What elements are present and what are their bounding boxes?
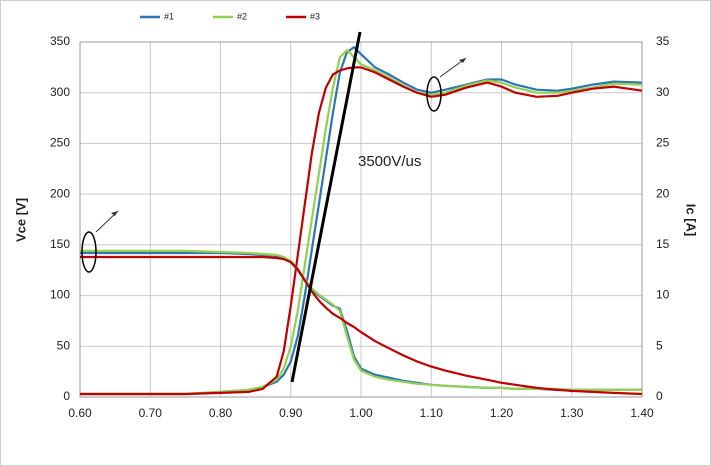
- arrow-head: [111, 211, 118, 216]
- y-tick-label: 50: [57, 338, 71, 352]
- y-tick-label: 200: [50, 186, 70, 200]
- y2-tick-label: 30: [656, 85, 670, 99]
- arrow-head: [459, 58, 466, 63]
- series-line: [80, 49, 643, 396]
- ellipse-marker: [426, 76, 442, 112]
- y2-tick-label: 10: [656, 288, 670, 302]
- ellipse-marker: [81, 231, 97, 273]
- y-tick-label: 100: [50, 288, 70, 302]
- y2-tick-label: 5: [656, 338, 663, 352]
- y-tick-label: 250: [50, 136, 70, 150]
- x-tick-label: 1.30: [560, 406, 584, 420]
- y-axis-label: Vce [V]: [13, 198, 28, 242]
- y-tick-label: 150: [50, 237, 70, 251]
- x-tick-label: 1.00: [349, 406, 373, 420]
- series-line: [80, 66, 643, 396]
- y-tick-label: 300: [50, 85, 70, 99]
- y-tick-label: 350: [50, 34, 70, 48]
- annotation: 3500V/us: [358, 153, 421, 170]
- plot-border: [79, 41, 643, 398]
- legend-label: #2: [237, 11, 247, 21]
- legend-label: #1: [164, 11, 174, 21]
- x-tick-label: 0.80: [209, 406, 233, 420]
- x-tick-label: 1.20: [490, 406, 514, 420]
- x-tick-label: 1.10: [420, 406, 444, 420]
- y2-axis-label: Ic [A]: [684, 204, 699, 237]
- y2-tick-label: 20: [656, 186, 670, 200]
- slope-line: [290, 31, 362, 383]
- y2-tick-label: 25: [656, 136, 670, 150]
- x-tick-label: 1.40: [630, 406, 654, 420]
- series-line: [80, 249, 642, 391]
- x-tick-label: 0.90: [279, 406, 303, 420]
- y2-tick-label: 0: [656, 389, 663, 403]
- plot-area: 0 50 100 150 200 250 300 350 0 5 10 15 20 25 30 35 0.60 0…: [50, 34, 670, 420]
- x-tick-label: 0.70: [139, 406, 163, 420]
- y-tick-label: 0: [63, 389, 70, 403]
- series-line: [80, 255, 643, 396]
- y2-tick-label: 35: [656, 34, 670, 48]
- x-tick-label: 0.60: [68, 406, 92, 420]
- legend-label: #3: [310, 11, 320, 21]
- y2-tick-label: 15: [656, 237, 670, 251]
